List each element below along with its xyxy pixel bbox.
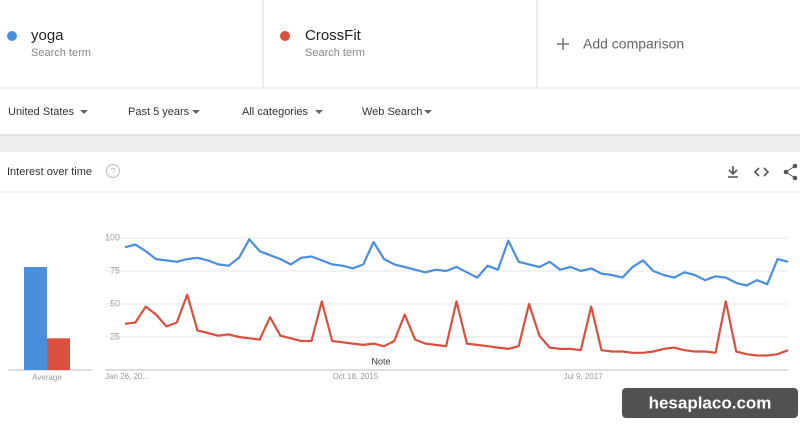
term-name[interactable]: yoga [31,27,64,44]
bar [24,267,47,370]
y-tick-label: 100 [105,232,120,242]
section-title: Interest over time [7,166,92,178]
term-dot [7,31,17,41]
share-icon[interactable] [783,163,798,181]
x-tick-label: Jul 9, 2017 [564,372,604,381]
dropdown-arrow[interactable] [424,110,432,114]
y-tick-label: 75 [110,265,120,275]
term-subtitle: Search term [305,47,365,59]
term-dot [280,31,290,41]
term-subtitle: Search term [31,47,91,59]
add-comparison[interactable]: Add comparison [583,36,684,52]
filter[interactable]: Past 5 years [128,106,190,118]
term-name[interactable]: CrossFit [305,27,362,44]
watermark-bg [622,388,798,418]
annotation: Note [371,356,390,366]
x-tick-label: Jan 26, 20... [105,372,149,381]
plus-icon[interactable] [557,38,569,50]
dropdown-arrow[interactable] [315,110,323,114]
x-tick-label: Oct 18, 2015 [332,372,378,381]
series-line [124,293,789,357]
watermark: hesaplaco.com [649,393,772,412]
filter[interactable]: Web Search [362,106,422,118]
dropdown-arrow[interactable] [80,110,88,114]
y-tick-label: 50 [110,298,120,308]
x-tick-label: Average [32,373,62,382]
help-icon-mark[interactable]: ? [110,166,115,176]
help-icon[interactable] [106,164,120,178]
bar [47,338,70,370]
download-icon[interactable] [728,166,738,178]
series-line [124,238,789,287]
embed-icon[interactable] [753,167,770,177]
filter[interactable]: All categories [242,106,309,118]
gap-band [0,135,800,152]
filter[interactable]: United States [8,106,75,118]
dropdown-arrow[interactable] [192,110,200,114]
y-tick-label: 25 [110,331,120,341]
